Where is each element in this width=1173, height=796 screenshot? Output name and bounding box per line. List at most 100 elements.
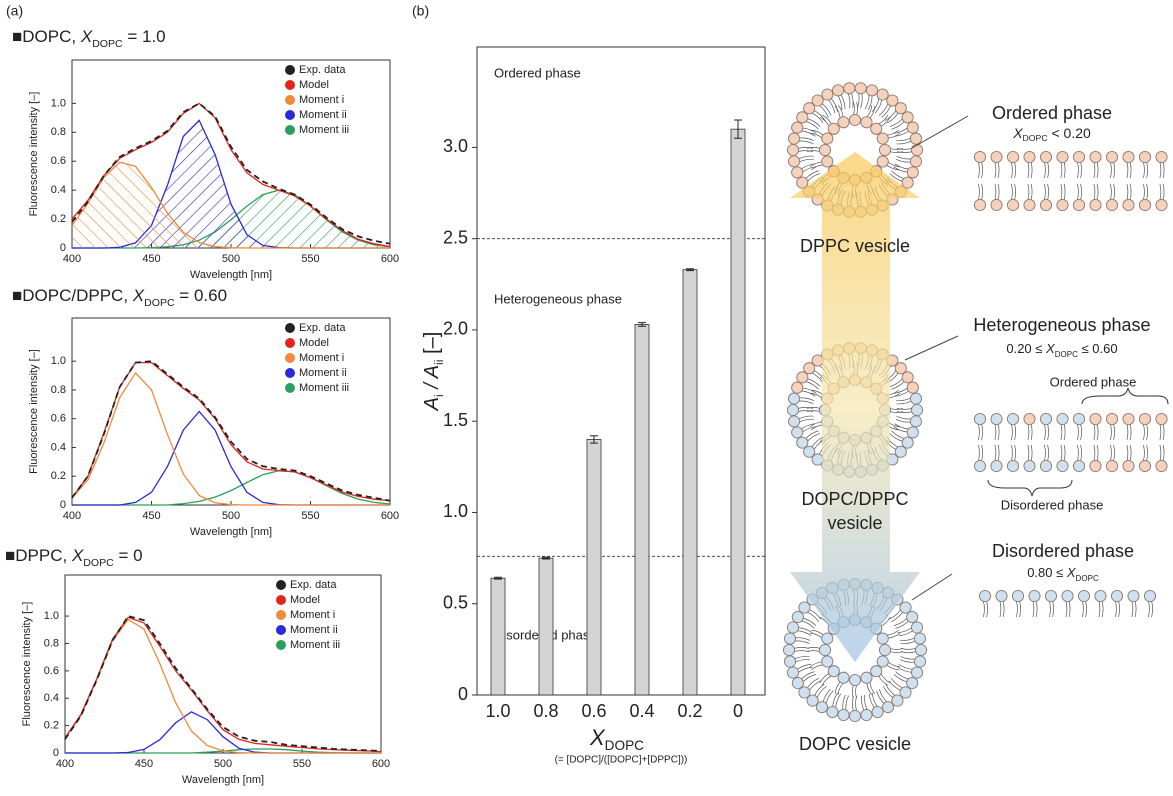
x-tick-label: 500 xyxy=(222,510,240,522)
lipid-head xyxy=(796,371,809,384)
lipid-tail xyxy=(822,114,832,125)
lipid-tail xyxy=(809,161,823,168)
series-line xyxy=(71,161,390,249)
y-tick-label: 0.2 xyxy=(51,470,66,482)
lipid-head xyxy=(1155,459,1168,473)
lipid-head xyxy=(1155,198,1168,212)
lipid-tail xyxy=(805,381,819,390)
lipid-head xyxy=(791,426,804,439)
lipid-tail xyxy=(1146,161,1148,179)
lipid-head xyxy=(1023,412,1036,426)
lipid-tail xyxy=(1093,423,1096,441)
lipid-head xyxy=(791,610,804,624)
legend-marker xyxy=(285,80,295,90)
legend-marker xyxy=(285,368,295,378)
lipid-tail xyxy=(797,630,812,637)
vesicle-label: DOPC/DPPC xyxy=(801,489,908,509)
y-tick-label: 0.2 xyxy=(51,213,66,225)
lipid-tail xyxy=(874,99,883,114)
lipid-tail xyxy=(1049,600,1051,618)
y-tick-label: 0.5 xyxy=(443,592,468,612)
lipid-head xyxy=(1105,459,1119,473)
error-bar xyxy=(494,576,502,580)
lipid-tail xyxy=(994,423,997,441)
text-part: DOPC xyxy=(605,738,645,753)
x-axis-label: Wavelength [nm] xyxy=(190,269,272,281)
lipid-tail xyxy=(809,680,821,691)
lipid-head xyxy=(973,150,987,164)
lipid-tail xyxy=(819,116,830,127)
legend-label: Moment i xyxy=(299,94,344,106)
legend-label: Moment ii xyxy=(299,109,347,121)
lipid-tail xyxy=(1143,423,1145,441)
lipid-head xyxy=(803,102,816,115)
lipid-tail xyxy=(1080,183,1082,201)
lipid-tail xyxy=(793,647,810,649)
lipid-tail xyxy=(822,688,831,703)
lipid-tail xyxy=(799,418,815,423)
lipid-head xyxy=(1011,589,1025,603)
plot-frame xyxy=(476,46,766,696)
lipid-tail xyxy=(1030,444,1033,462)
lipid-tail xyxy=(821,103,832,116)
legend-marker xyxy=(276,640,286,650)
lipid-head xyxy=(1006,150,1020,164)
lipid-tail xyxy=(797,410,814,412)
lipid-head xyxy=(791,676,804,690)
lipid-head xyxy=(990,412,1003,426)
x-axis-label: Wavelength [nm] xyxy=(182,774,264,786)
lipid-tail xyxy=(1126,444,1129,462)
lipid-head xyxy=(796,111,809,124)
text-part: DOPC xyxy=(83,557,114,569)
lipid-tail xyxy=(1093,444,1096,462)
lipid-head xyxy=(906,676,919,690)
text-part: ■DPPC, xyxy=(5,546,72,565)
lipid-head xyxy=(796,436,809,449)
lipid-head xyxy=(906,426,919,439)
x-axis-label: Wavelength [nm] xyxy=(190,526,272,538)
lipid-head xyxy=(914,643,928,657)
lipid-head xyxy=(788,392,801,405)
lipid-tail xyxy=(886,164,899,171)
lipid-head xyxy=(1056,198,1069,212)
plot-frame xyxy=(64,574,382,754)
y-tick-label: 0.6 xyxy=(51,413,66,425)
lipid-tail xyxy=(1146,444,1148,462)
lipid-tail xyxy=(1118,600,1120,618)
lipid-tail xyxy=(830,98,839,112)
lipid-tail xyxy=(886,112,899,124)
lipid-head xyxy=(1056,459,1069,473)
lipid-tail xyxy=(798,400,814,405)
lipid-tail xyxy=(806,678,819,689)
lipid-head xyxy=(876,88,889,101)
vesicle-label: DOPC vesicle xyxy=(799,734,911,754)
text-part: ■DOPC, xyxy=(12,27,81,46)
x-tick-label: 450 xyxy=(135,758,153,770)
strip-label: Disordered phase xyxy=(1001,497,1104,512)
hatch-area xyxy=(72,162,390,248)
lipid-tail xyxy=(1030,161,1033,179)
lipid-tail xyxy=(978,161,980,179)
lipid-tail xyxy=(1162,183,1165,201)
lipid-tail xyxy=(835,693,842,708)
lipid-head xyxy=(1127,589,1140,603)
panel-label: (b) xyxy=(412,3,429,19)
lipid-tail xyxy=(837,95,843,111)
lipid-tail xyxy=(1151,600,1153,618)
lipid-head xyxy=(782,643,796,657)
text-part: A xyxy=(421,397,443,411)
text-part: ii xyxy=(432,359,446,365)
lipid-head xyxy=(973,459,987,473)
lipid-head xyxy=(906,121,919,134)
y-axis-label: Ai / Aii [–] xyxy=(421,332,446,412)
lipid-head xyxy=(1056,150,1069,164)
lipid-head xyxy=(815,701,829,714)
lipid-head xyxy=(906,166,919,179)
bar xyxy=(634,324,650,696)
legend-marker xyxy=(285,125,295,135)
lipid-tail xyxy=(999,600,1002,618)
lipid-tail xyxy=(1002,600,1005,618)
legend-marker xyxy=(285,353,295,363)
lipid-tail xyxy=(805,121,819,130)
lipid-head xyxy=(848,673,862,687)
